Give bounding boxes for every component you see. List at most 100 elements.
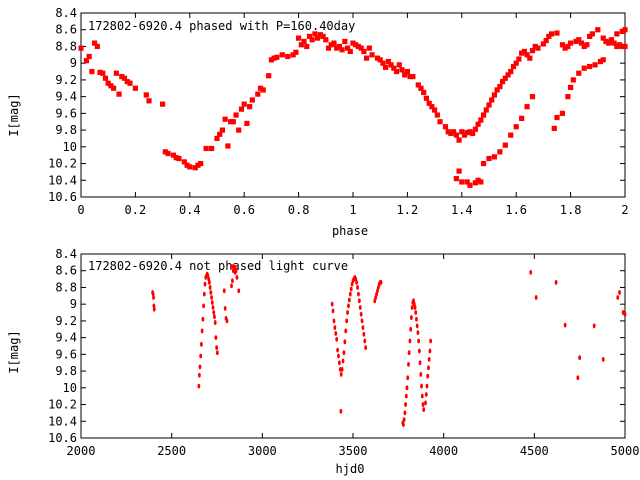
data-point — [364, 345, 368, 351]
data-point — [363, 338, 367, 344]
data-point — [132, 85, 138, 91]
data-point — [301, 38, 307, 45]
data-point — [418, 360, 422, 366]
data-point — [296, 35, 302, 41]
data-point — [198, 372, 201, 378]
data-point — [342, 350, 346, 356]
data-point — [600, 57, 606, 63]
data-point — [213, 320, 217, 325]
data-point — [78, 45, 84, 51]
data-point — [414, 310, 418, 315]
data-point — [616, 42, 623, 48]
data-point — [116, 91, 122, 97]
x-tick-label: 2000 — [67, 444, 96, 458]
data-point — [464, 130, 470, 136]
data-point — [422, 407, 426, 412]
data-point — [94, 43, 100, 50]
data-point — [405, 385, 409, 391]
data-point — [127, 80, 133, 86]
data-point — [347, 303, 350, 309]
data-point — [359, 311, 363, 317]
data-point — [420, 393, 424, 399]
y-tick-label: 10.4 — [48, 173, 77, 187]
data-point — [529, 48, 536, 54]
data-point — [337, 353, 340, 359]
data-point — [453, 132, 459, 138]
data-point — [198, 160, 204, 167]
data-point — [480, 112, 487, 118]
x-axis-label: hjd0 — [336, 462, 365, 476]
data-point — [519, 50, 525, 56]
data-point — [146, 98, 152, 104]
data-point — [426, 373, 430, 379]
x-tick-label: 2500 — [157, 444, 186, 458]
data-point — [597, 58, 604, 65]
data-point — [266, 73, 272, 79]
data-point — [197, 383, 201, 389]
data-point — [320, 33, 326, 40]
data-point — [209, 290, 213, 295]
data-point — [393, 68, 400, 75]
data-point — [565, 94, 571, 100]
data-point — [442, 124, 449, 130]
x-tick-label: 0.2 — [125, 203, 147, 217]
data-point — [601, 356, 605, 362]
data-point — [383, 64, 389, 70]
data-point — [587, 63, 593, 70]
x-tick-label: 0.4 — [179, 203, 201, 217]
data-point — [475, 121, 481, 127]
data-point — [364, 55, 370, 61]
data-point — [410, 305, 414, 310]
data-point — [212, 310, 216, 315]
data-point — [362, 331, 366, 337]
data-point — [497, 149, 503, 155]
data-point — [331, 40, 337, 46]
data-point — [388, 62, 394, 68]
data-point — [603, 38, 609, 45]
data-point — [339, 47, 345, 53]
data-point — [408, 338, 412, 344]
data-point — [201, 316, 205, 322]
data-point — [255, 91, 261, 97]
data-point — [529, 270, 533, 275]
data-point — [339, 408, 343, 414]
x-tick-label: 2 — [621, 203, 628, 217]
y-axis-label: I[mag] — [7, 93, 21, 136]
data-point — [534, 295, 538, 300]
data-point — [195, 162, 201, 168]
data-point — [554, 30, 560, 36]
data-point — [396, 62, 402, 68]
phased-light-curve-panel: 172802-6920.4 phased with P=160.40day ph… — [7, 6, 629, 238]
data-point — [404, 68, 410, 75]
data-point — [236, 127, 242, 133]
data-point — [461, 132, 468, 138]
data-point — [494, 87, 500, 93]
data-point — [231, 278, 234, 284]
data-point — [491, 154, 498, 160]
y-tick-label: 10 — [63, 140, 77, 154]
data-point — [210, 300, 214, 305]
data-point — [231, 264, 235, 269]
data-point — [606, 40, 612, 46]
data-point — [325, 45, 332, 51]
data-point — [257, 85, 264, 91]
x-tick-label: 0.8 — [288, 203, 310, 217]
data-point — [578, 40, 585, 46]
data-point — [478, 179, 484, 185]
data-point — [420, 383, 423, 389]
data-point — [347, 48, 353, 55]
data-point — [279, 52, 285, 58]
data-point — [336, 347, 339, 353]
data-point — [214, 135, 220, 142]
data-point — [576, 70, 582, 76]
x-tick-label: 4500 — [520, 444, 549, 458]
data-point — [298, 42, 304, 48]
data-point — [366, 45, 372, 51]
data-point — [563, 322, 567, 328]
data-point — [377, 57, 383, 63]
data-point — [404, 393, 408, 399]
data-point — [505, 72, 511, 78]
data-point — [419, 372, 423, 377]
data-point — [391, 65, 397, 71]
data-point — [399, 67, 405, 73]
